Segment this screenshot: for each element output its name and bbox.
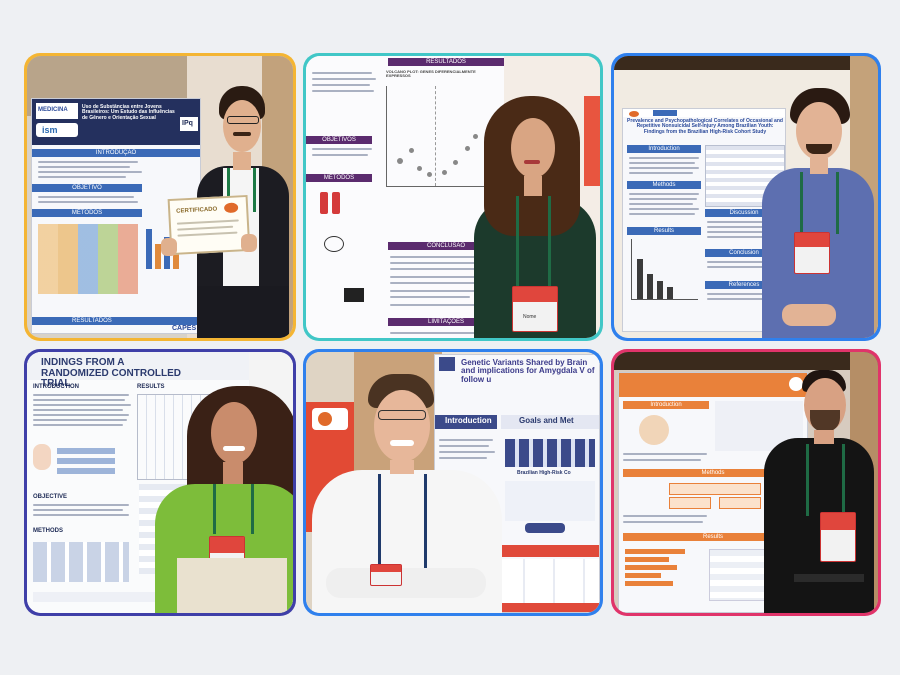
volcano-plot xyxy=(386,86,487,187)
section-results: RESULTS xyxy=(137,384,165,390)
photo-poster-3: Prevalence and Psychopathological Correl… xyxy=(614,56,878,338)
certificate-label: CERTIFICADO xyxy=(176,206,218,215)
poster-title: Uso de Substâncias entre Jovens Brasilei… xyxy=(82,104,175,121)
section-references: References xyxy=(705,281,783,289)
logo-capes: CAPES xyxy=(172,325,197,332)
photo-poster-5: Genetic Variants Shared by Brain and imp… xyxy=(306,352,600,613)
name-badge: Nome xyxy=(512,286,558,332)
section-objetivo: OBJETIVO xyxy=(32,184,142,192)
section-introduction: INTRODUCTION xyxy=(33,384,79,390)
section-discussion: Discussion xyxy=(705,209,783,217)
section-results: Results xyxy=(623,533,803,541)
photo-poster-6: Introduction Methods Results xyxy=(614,352,878,613)
name-badge xyxy=(370,564,402,586)
photo-poster-2: RESULTADOS VOLCANO PLOT: GENES DIFERENCI… xyxy=(306,56,600,338)
logo-medicina: MEDICINA xyxy=(38,107,68,113)
section-conclusao: CONCLUSÃO xyxy=(388,242,504,250)
section-conclusion: Conclusion xyxy=(705,249,783,257)
name-badge xyxy=(794,232,830,274)
section-introduction: Introduction xyxy=(445,416,492,425)
section-objective: OBJECTIVE xyxy=(33,494,68,500)
poster: RESULTADOS VOLCANO PLOT: GENES DIFERENCI… xyxy=(306,56,504,338)
section-introduction: Introduction xyxy=(627,145,701,153)
section-limitacoes: LIMITAÇÕES xyxy=(388,318,504,326)
logo-ism: ism xyxy=(42,125,58,135)
section-introduction: Introduction xyxy=(623,401,709,409)
section-metodos: MÉTODOS xyxy=(32,209,142,217)
section-methods: Methods xyxy=(627,181,701,189)
certificate: CERTIFICADO xyxy=(167,194,251,256)
photo-poster-4: INDINGS FROM A RANDOMIZED CONTROLLED TRI… xyxy=(27,352,293,613)
cohort-label: Brazilian High-Risk Co xyxy=(517,470,571,476)
section-methods: Methods xyxy=(623,469,803,477)
logo-ipq: IPq xyxy=(182,120,193,127)
section-resultados: RESULTADOS xyxy=(388,58,504,66)
section-metodos: MÉTODOS xyxy=(306,174,372,182)
poster-title: INDINGS FROM A RANDOMIZED CONTROLLED TRI… xyxy=(41,357,181,389)
photo-poster-1: MEDICINA ism IPq Uso de Substâncias entr… xyxy=(27,56,293,338)
poster-title: Prevalence and Psychopathological Correl… xyxy=(627,118,783,135)
poster: Prevalence and Psychopathological Correl… xyxy=(622,108,786,332)
section-results: Results xyxy=(627,227,701,235)
section-methods: METHODS xyxy=(33,528,63,534)
section-resultados: RESULTADOS xyxy=(32,317,200,325)
section-objetivos: OBJETIVOS xyxy=(306,136,372,144)
section-introducao: INTRODUÇÃO xyxy=(32,149,200,157)
poster-title: Genetic Variants Shared by Brain and imp… xyxy=(461,358,595,384)
badge-name: Nome xyxy=(523,314,537,320)
section-goals: Goals and Met xyxy=(519,416,574,425)
name-badge xyxy=(820,512,856,562)
result-note: VOLCANO PLOT: GENES DIFERENCIALMENTE EXP… xyxy=(386,69,476,79)
